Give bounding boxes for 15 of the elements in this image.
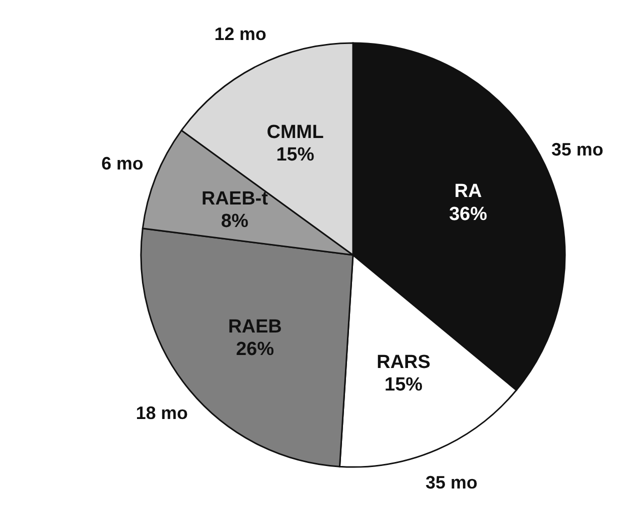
text: 18 mo (136, 403, 188, 424)
data-label: 8% (221, 211, 249, 232)
data-label: 15% (276, 144, 314, 166)
slice-label: RA (454, 181, 482, 202)
data-label: 15% (384, 374, 423, 396)
data-label: 26% (236, 339, 274, 360)
text: 35 mo (551, 139, 604, 160)
slice-label: RARS (376, 352, 430, 373)
slice-label: RAEB-t (201, 188, 269, 210)
text: 6 mo (101, 154, 144, 174)
data-label: 36% (449, 204, 488, 225)
text: 35 mo (425, 472, 478, 493)
slice-label: CMML (266, 122, 324, 143)
text: 12 mo (214, 24, 266, 44)
slice-label: RAEB (228, 316, 282, 338)
